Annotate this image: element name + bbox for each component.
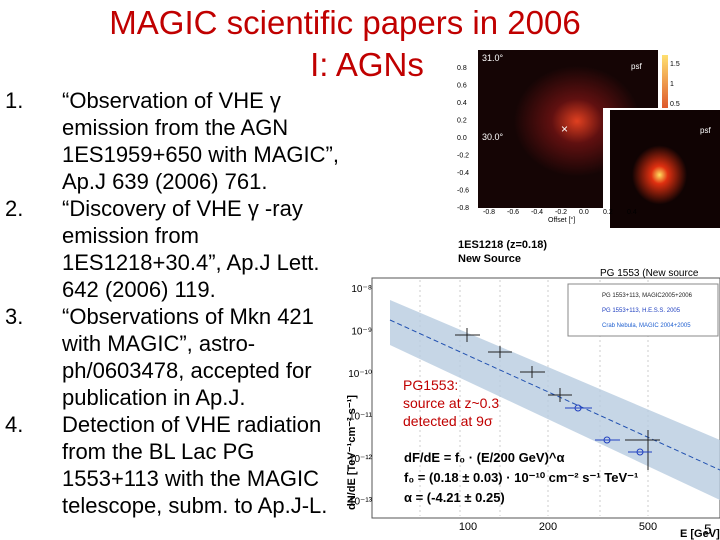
map-ytick: -0.6 — [457, 188, 469, 195]
list-number: 4. — [5, 412, 24, 437]
list-line: telescope, subm. to Ap.J-L. — [62, 493, 328, 518]
annotation: detected at 9σ — [403, 413, 493, 429]
spectrum-points — [455, 328, 660, 470]
list-line: publication in Ap.J. — [62, 385, 246, 410]
formula: f₀ = (0.18 ± 0.03) · 10⁻¹⁰ cm⁻² s⁻¹ TeV⁻… — [404, 470, 638, 485]
annotation: source at z~0.3 — [403, 395, 499, 411]
x-tick-label: 200 — [539, 521, 557, 533]
map-xtick: -0.2 — [555, 209, 567, 216]
x-axis-label: E [GeV] — [680, 528, 720, 540]
map-ytick: 0.8 — [457, 65, 467, 72]
map-ytick: 0.4 — [457, 100, 467, 107]
legend-box — [567, 283, 719, 337]
skymap2-image — [610, 110, 720, 228]
y-axis-label: dN/dE [TeV⁻¹cm⁻² s⁻¹] — [346, 395, 358, 510]
formula: α = (-4.21 ± 0.25) — [404, 490, 505, 505]
map-xtick: 0.2 — [603, 209, 613, 216]
map-ytick: -0.8 — [457, 205, 469, 212]
y-tick-label: 10⁻¹⁰ — [348, 369, 372, 380]
annotation: PG1553: — [403, 377, 458, 393]
map-ytick: 0.2 — [457, 118, 467, 125]
legend-entry: Crab Nebula, MAGIC 2004+2005 — [602, 323, 691, 329]
caption: 1ES1218 (z=0.18) — [458, 239, 547, 251]
colorbar-label: 1 — [670, 81, 674, 88]
hess-points — [565, 404, 652, 456]
list-line: “Observations of Mkn 421 — [62, 304, 314, 329]
list-line: emission from — [62, 223, 199, 248]
list-line: 1ES1218+30.4”, Ap.J Lett. — [62, 250, 320, 275]
map-ytick: -0.2 — [457, 153, 469, 160]
map-xtick: -0.4 — [531, 209, 543, 216]
x-tick-label: 500 — [639, 521, 657, 533]
page-number: 5 — [704, 521, 712, 537]
list-line: from the BL Lac PG — [62, 439, 255, 464]
list-number: 2. — [5, 196, 24, 221]
y-tick-label: 10⁻⁸ — [351, 284, 372, 295]
colorbar-label: 1.5 — [670, 61, 680, 68]
map-ytick: 0.6 — [457, 83, 467, 90]
map-xtick: 0.4 — [627, 209, 637, 216]
x-tick-label: 100 — [459, 521, 477, 533]
list-line: “Discovery of VHE γ -ray — [62, 196, 303, 221]
list-line: Detection of VHE radiation — [62, 412, 322, 437]
map-xtick: -0.6 — [507, 209, 519, 216]
list-number: 1. — [5, 88, 24, 113]
legend-entry: PG 1553+113, H.E.S.S. 2005 — [602, 308, 681, 314]
map-xtick: 0.0 — [579, 209, 589, 216]
y-tick-label: 10⁻¹¹ — [349, 412, 373, 423]
spectrum-grid — [419, 280, 649, 516]
colorbar-label: 0.5 — [670, 101, 680, 108]
caption: New Source — [458, 253, 521, 265]
list-line: emission from the AGN — [62, 115, 289, 140]
map-label: 30.0° — [482, 132, 504, 142]
map-ytick: -0.4 — [457, 170, 469, 177]
list-line: 642 (2006) 119. — [62, 277, 216, 302]
list-line: 1ES1959+650 with MAGIC”, — [62, 142, 339, 167]
crab-line — [389, 319, 720, 471]
psf-label: psf — [631, 62, 642, 71]
list-line: “Observation of VHE γ — [62, 88, 281, 113]
map-xtick: -0.8 — [483, 209, 495, 216]
map-marker: × — [561, 122, 568, 136]
list-line: ph/0603478, accepted for — [62, 358, 312, 383]
map-label: 31.0° — [482, 53, 504, 63]
caption: PG 1553 (New source — [600, 268, 699, 279]
y-tick-label: 10⁻¹³ — [349, 497, 373, 508]
legend-entry: PG 1553+113, MAGIC2005+2006 — [602, 293, 693, 299]
y-tick-label: 10⁻⁹ — [351, 327, 372, 338]
list-number: 3. — [5, 304, 24, 329]
list-line: Ap.J 639 (2006) 761. — [62, 169, 268, 194]
title-line: I: AGNs — [310, 46, 424, 83]
y-tick-label: 10⁻¹² — [349, 454, 373, 465]
psf-label: psf — [700, 126, 711, 135]
map-ytick: 0.0 — [457, 135, 467, 142]
list-line: with MAGIC”, astro- — [62, 331, 256, 356]
map-xlabel: Offset [°] — [548, 216, 575, 224]
formula: dF/dE = f₀ · (E/200 GeV)^α — [404, 450, 565, 465]
title-line: MAGIC scientific papers in 2006 — [109, 4, 581, 41]
list-line: 1553+113 with the MAGIC — [62, 466, 320, 491]
